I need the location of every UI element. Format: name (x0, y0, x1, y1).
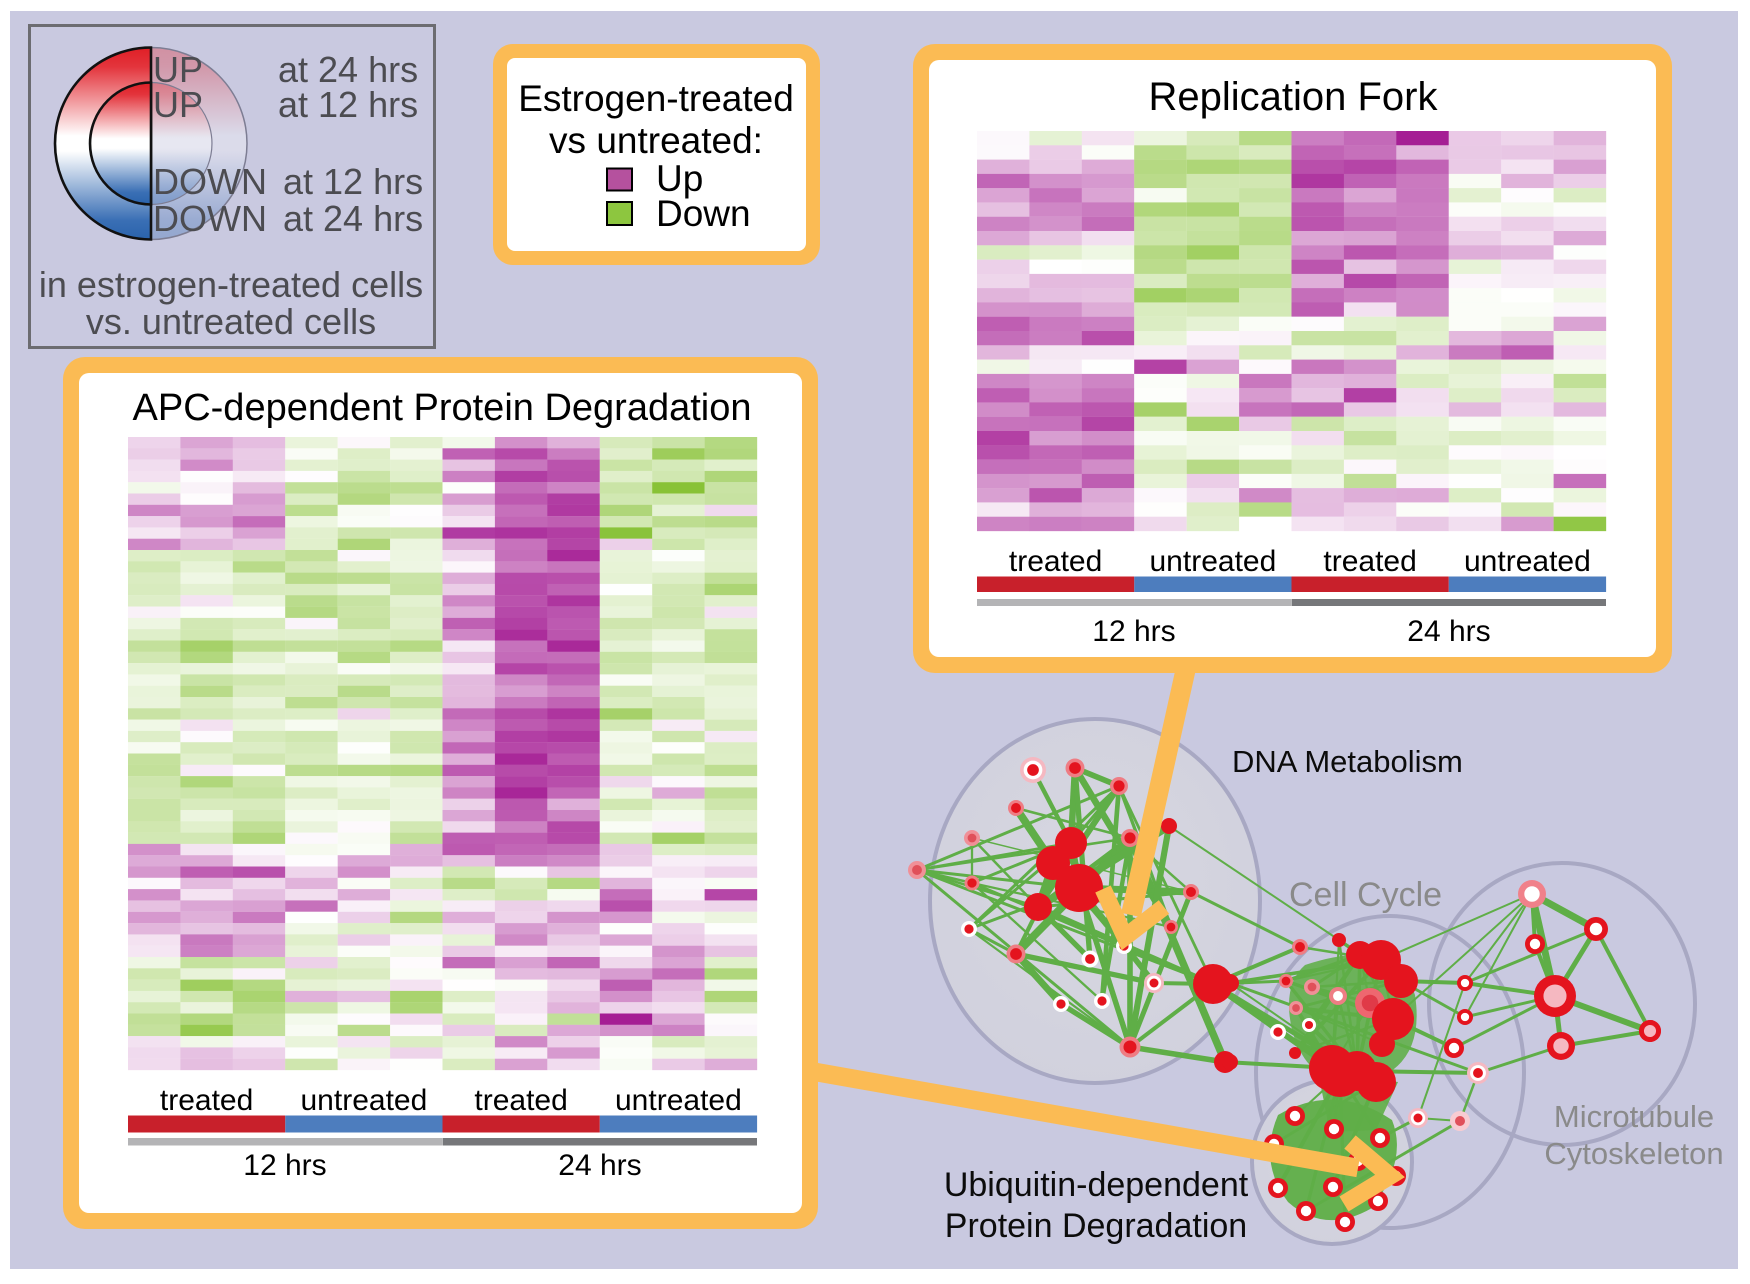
svg-text:Ubiquitin-dependent: Ubiquitin-dependent (944, 1166, 1249, 1204)
svg-text:24 hrs: 24 hrs (1407, 615, 1490, 648)
svg-text:treated: treated (1323, 545, 1416, 578)
svg-text:at 24 hrs: at 24 hrs (278, 49, 418, 90)
svg-text:Cell Cycle: Cell Cycle (1289, 876, 1442, 914)
svg-text:Estrogen-treated: Estrogen-treated (518, 78, 794, 119)
svg-text:Up: Up (656, 158, 703, 199)
svg-text:at 12 hrs: at 12 hrs (278, 84, 418, 125)
svg-text:DNA Metabolism: DNA Metabolism (1232, 744, 1463, 779)
svg-text:in estrogen-treated cells: in estrogen-treated cells (39, 264, 423, 305)
svg-text:Microtubule: Microtubule (1554, 1099, 1714, 1134)
svg-text:at 24 hrs: at 24 hrs (283, 198, 423, 239)
svg-text:untreated: untreated (1150, 545, 1277, 578)
svg-text:Down: Down (656, 193, 751, 234)
svg-text:treated: treated (160, 1084, 253, 1117)
svg-text:treated: treated (474, 1084, 567, 1117)
svg-text:Protein Degradation: Protein Degradation (945, 1207, 1247, 1245)
svg-text:UP: UP (153, 84, 203, 125)
svg-text:Cytoskeleton: Cytoskeleton (1544, 1136, 1723, 1171)
svg-text:12 hrs: 12 hrs (243, 1149, 326, 1182)
svg-text:vs untreated:: vs untreated: (549, 120, 763, 161)
svg-text:at 12 hrs: at 12 hrs (283, 161, 423, 202)
svg-text:DOWN: DOWN (153, 198, 267, 239)
svg-text:Replication Fork: Replication Fork (1148, 75, 1438, 119)
svg-text:untreated: untreated (1464, 545, 1591, 578)
svg-text:APC-dependent Protein Degradat: APC-dependent Protein Degradation (133, 387, 752, 429)
svg-text:DOWN: DOWN (153, 161, 267, 202)
svg-text:12 hrs: 12 hrs (1092, 615, 1175, 648)
svg-text:untreated: untreated (301, 1084, 428, 1117)
svg-text:untreated: untreated (615, 1084, 742, 1117)
svg-text:treated: treated (1009, 545, 1102, 578)
svg-text:vs. untreated cells: vs. untreated cells (86, 301, 376, 342)
svg-text:24 hrs: 24 hrs (558, 1149, 641, 1182)
svg-text:UP: UP (153, 49, 203, 90)
